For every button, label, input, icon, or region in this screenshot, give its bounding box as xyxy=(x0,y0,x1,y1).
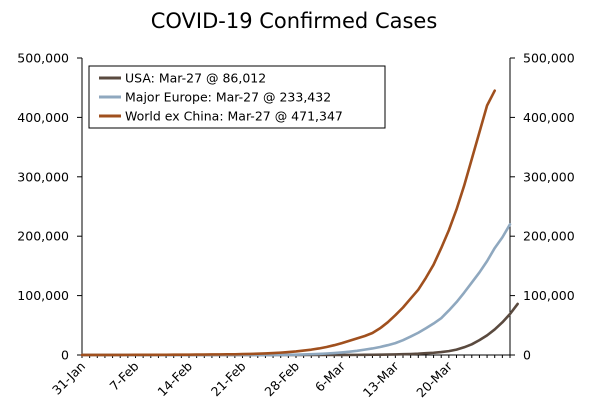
x-tick-label: 6-Mar xyxy=(312,358,349,395)
legend-label-0: USA: Mar-27 @ 86,012 xyxy=(125,71,266,86)
series-line-1 xyxy=(80,223,512,357)
chart-title: COVID-19 Confirmed Cases xyxy=(151,9,438,33)
y-tick-label-right: 400,000 xyxy=(523,110,575,125)
legend: USA: Mar-27 @ 86,012 Major Europe: Mar-27… xyxy=(88,65,386,129)
y-tick-label-right: 100,000 xyxy=(523,288,575,303)
legend-box xyxy=(88,65,386,129)
y-tick-label-left: 300,000 xyxy=(17,169,69,184)
y-tick-label-left: 100,000 xyxy=(17,288,69,303)
x-tick-label: 20-Mar xyxy=(413,358,455,400)
y-tick-label-left: 0 xyxy=(61,348,69,363)
series-line-0 xyxy=(80,302,519,357)
x-tick-label: 13-Mar xyxy=(360,358,402,400)
y-tick-label-left: 400,000 xyxy=(17,110,69,125)
y-tick-label-left: 500,000 xyxy=(17,51,69,66)
legend-label-2: World ex China: Mar-27 @ 471,347 xyxy=(125,109,343,124)
x-tick-label: 31-Jan xyxy=(49,359,88,398)
series-line-2 xyxy=(80,89,497,357)
x-tick-label: 21-Feb xyxy=(208,358,249,399)
x-tick-label: 28-Feb xyxy=(261,358,302,399)
legend-label-1: Major Europe: Mar-27 @ 233,432 xyxy=(125,90,331,105)
series-layer xyxy=(80,89,519,357)
y-tick-label-right: 0 xyxy=(523,348,531,363)
y-tick-label-right: 200,000 xyxy=(523,229,575,244)
x-tick-label: 14-Feb xyxy=(154,358,195,399)
y-tick-label-right: 500,000 xyxy=(523,51,575,66)
y-tick-label-right: 300,000 xyxy=(523,169,575,184)
x-tick-label: 7-Feb xyxy=(107,358,142,393)
y-tick-label-left: 200,000 xyxy=(17,229,69,244)
